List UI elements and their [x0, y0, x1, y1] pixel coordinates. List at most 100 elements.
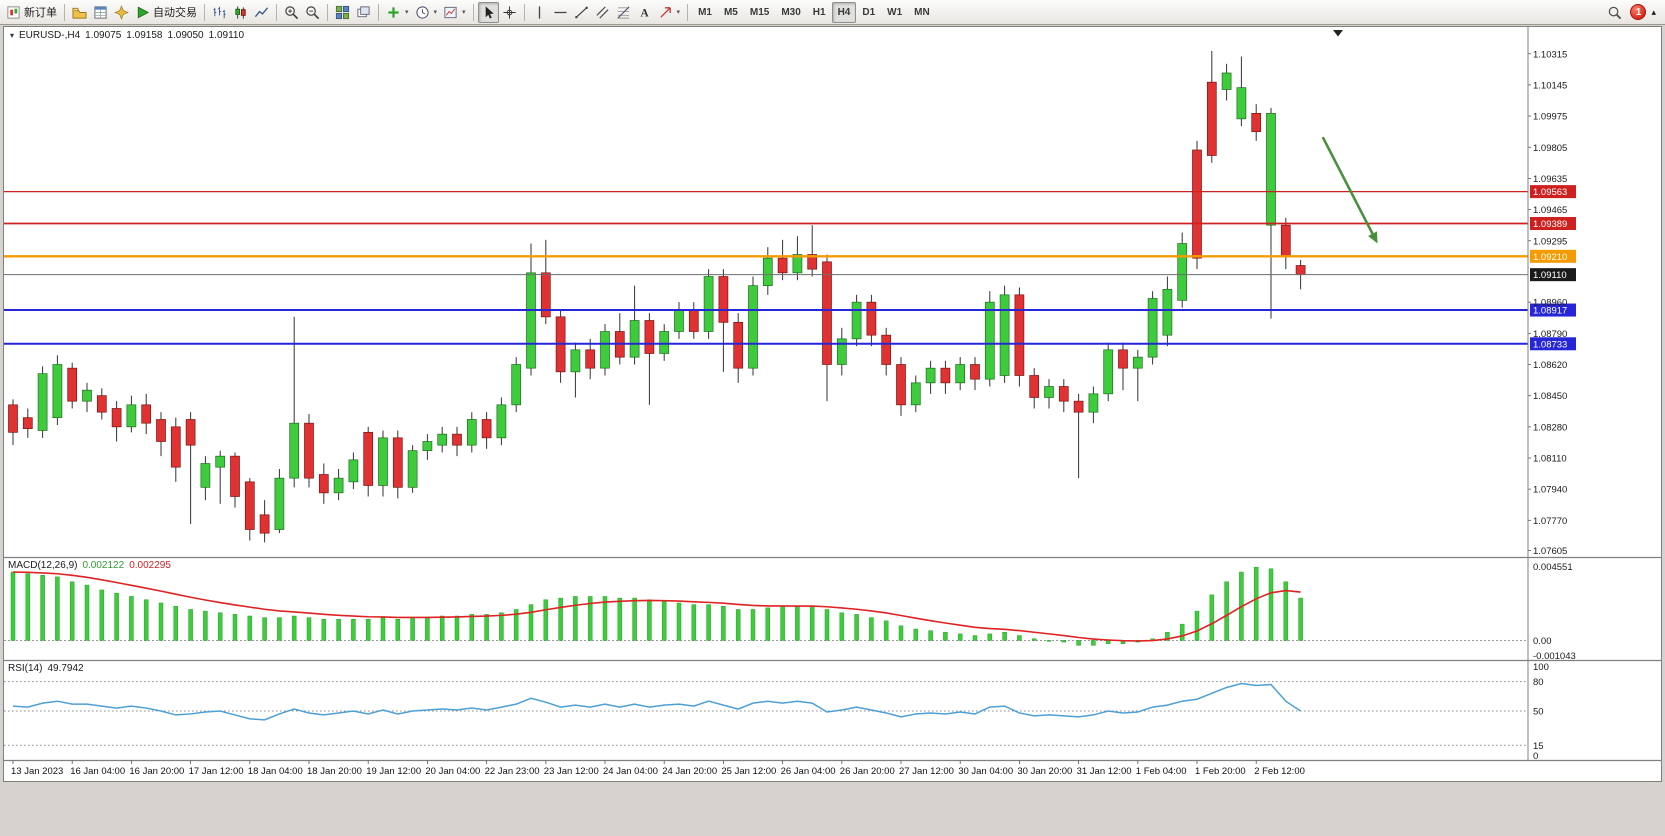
macd-histogram-bar [25, 573, 31, 641]
candlestick-chart-button[interactable] [230, 2, 251, 23]
macd-histogram-bar [262, 617, 267, 641]
text-button[interactable]: A [634, 2, 655, 23]
horizontal-line-button[interactable] [550, 2, 571, 23]
zoom-in-button[interactable] [281, 2, 302, 23]
candle-body [481, 419, 492, 439]
arrange-windows-button[interactable] [353, 2, 374, 23]
macd-histogram-bar [1298, 597, 1303, 641]
macd-signal-value: 0.002295 [129, 560, 171, 571]
candle-body [1251, 112, 1262, 133]
timeframe-m5[interactable]: M5 [723, 6, 738, 18]
price-axis-label: 1.08960 [1533, 298, 1567, 309]
toolbar-group: A ▾ [529, 1, 684, 23]
time-axis-label: 16 Jan 20:00 [129, 766, 184, 777]
macd-histogram-bar [365, 619, 371, 641]
clock-icon [415, 5, 430, 20]
dropdown-caret-icon: ▾ [462, 9, 466, 16]
trend-arrow-head [1368, 231, 1378, 244]
channel-button[interactable] [592, 2, 613, 23]
macd-histogram-bar [1076, 640, 1081, 646]
time-axis-label: 22 Jan 23:00 [485, 766, 540, 777]
line-chart-button[interactable] [251, 2, 272, 23]
candle-body [259, 514, 270, 534]
macd-histogram-bar [10, 571, 16, 641]
market-watch-button[interactable] [90, 2, 111, 23]
zoom-out-button[interactable] [302, 2, 323, 23]
macd-histogram-bar [1224, 581, 1229, 641]
cursor-button[interactable] [477, 1, 499, 23]
timeframe-d1[interactable]: D1 [862, 6, 876, 18]
vline-icon [532, 5, 547, 20]
candle-body [1132, 356, 1143, 369]
candle-body [851, 301, 862, 340]
periods-button[interactable]: ▾ [412, 2, 441, 23]
candle-body [511, 364, 522, 406]
macd-histogram-bar [691, 604, 697, 641]
arrow-tools-button[interactable]: ▾ [655, 2, 684, 23]
timeframe-m1[interactable]: M1 [698, 6, 712, 18]
auto-trading-button[interactable]: 自动交易 [132, 2, 200, 23]
new-order-button[interactable]: 新订单 [3, 2, 60, 23]
channel-icon [595, 5, 610, 20]
toolbar-separator [523, 3, 525, 21]
chart-canvas[interactable]: 1.09563 1.09389 1.09210 1.08917 1.08733 1.091… [4, 27, 1661, 781]
price-axis-label: 1.08620 [1533, 360, 1567, 371]
price-level-badge [1530, 217, 1576, 231]
vertical-line-button[interactable] [529, 2, 550, 23]
time-axis-label: 1 Feb 04:00 [1136, 766, 1187, 777]
toolbar-group: ▾ ▾ ▾ [383, 1, 469, 23]
templates-button[interactable]: ▾ [440, 2, 469, 23]
dropdown-caret-icon: ▾ [405, 9, 409, 16]
candle-body [1236, 87, 1247, 120]
indicators-button[interactable]: ▾ [383, 2, 412, 23]
macd-histogram-bar [928, 630, 933, 641]
timeframe-m30[interactable]: M30 [781, 6, 801, 18]
macd-histogram-bar [439, 615, 445, 641]
crosshair-button[interactable] [499, 2, 520, 23]
profiles-icon [72, 5, 87, 20]
candle-body [910, 382, 921, 406]
candle-body [1221, 72, 1232, 90]
fibonacci-button[interactable] [613, 2, 634, 23]
timeframe-w1[interactable]: W1 [887, 6, 903, 18]
price-axis-label: 1.08280 [1533, 422, 1567, 433]
toolbar-separator [687, 3, 689, 21]
chart-ohlc-label: ▾ EURUSD-,H4 1.09075 1.09158 1.09050 1.09110 [10, 30, 249, 41]
candle-body [688, 309, 699, 332]
bar-chart-button[interactable] [209, 2, 230, 23]
timeframe-mn[interactable]: MN [914, 6, 930, 18]
time-axis-label: 26 Jan 04:00 [781, 766, 836, 777]
candle-body [762, 257, 773, 287]
toolbar-group: 自动交易 [69, 1, 200, 23]
macd-histogram-bar [321, 619, 327, 641]
toolbar: 新订单 自动交易 ▾ ▾ ▾ A ▾ M1 M5 M15 M30 H1 H4 D1 W1 MN 1 ▴ [0, 0, 1665, 25]
navigator-button[interactable] [111, 2, 132, 23]
ohlc-expand-icon[interactable]: ▾ [10, 31, 15, 40]
timeframe-h4[interactable]: H4 [831, 1, 857, 23]
macd-axis-label: -0.001043 [1533, 651, 1576, 662]
tile-windows-button[interactable] [332, 2, 353, 23]
toolbar-expand-icon[interactable]: ▴ [1651, 6, 1656, 17]
macd-histogram-bar [587, 596, 593, 641]
candle-body [1058, 386, 1069, 402]
macd-histogram-bar [469, 614, 475, 641]
candle-body [540, 272, 551, 318]
trendline-button[interactable] [571, 2, 592, 23]
candle-body [955, 364, 966, 384]
trend-arrow-line[interactable] [1321, 136, 1376, 239]
chart-shift-marker[interactable] [1333, 30, 1343, 37]
candle-body [1206, 81, 1217, 156]
candle-body [1103, 349, 1114, 395]
macd-histogram-bar [647, 599, 652, 641]
time-axis-label: 31 Jan 12:00 [1077, 766, 1132, 777]
macd-histogram-bar [40, 575, 45, 641]
notification-count: 1 [1635, 6, 1642, 18]
search-button[interactable] [1604, 2, 1625, 23]
notification-badge[interactable]: 1 [1630, 4, 1647, 20]
profiles-button[interactable] [69, 2, 90, 23]
timeframe-m15[interactable]: M15 [749, 6, 770, 18]
macd-histogram-bar [602, 596, 608, 641]
macd-histogram-bar [1283, 581, 1289, 641]
macd-histogram-bar [1017, 635, 1022, 641]
timeframe-h1[interactable]: H1 [812, 6, 826, 18]
